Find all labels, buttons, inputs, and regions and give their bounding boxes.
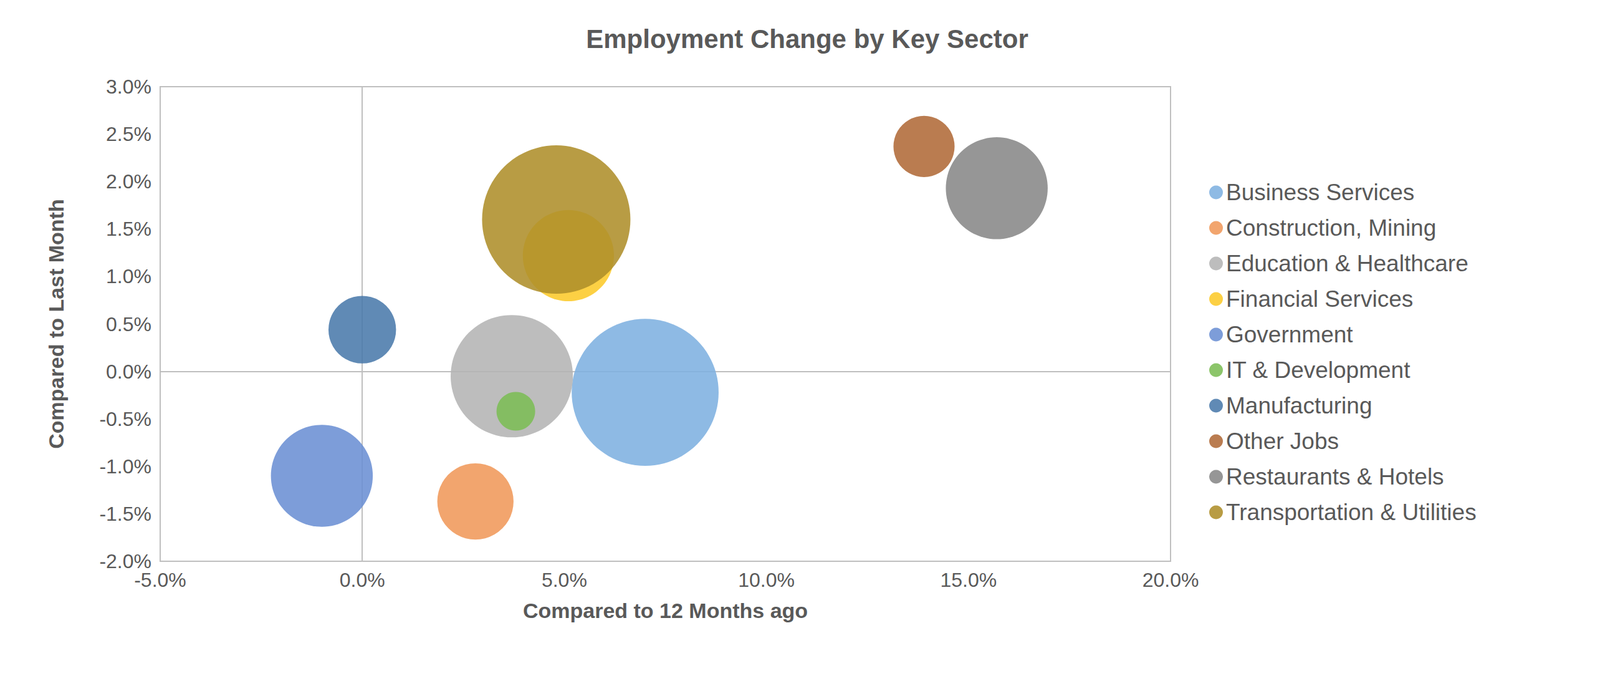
svg-text:2.5%: 2.5% xyxy=(105,122,152,146)
svg-text:5.0%: 5.0% xyxy=(541,568,588,591)
svg-text:3.0%: 3.0% xyxy=(105,75,152,98)
svg-text:Restaurants & Hotels: Restaurants & Hotels xyxy=(1226,463,1445,490)
svg-text:Construction, Mining: Construction, Mining xyxy=(1226,215,1437,241)
svg-text:15.0%: 15.0% xyxy=(939,568,997,591)
svg-text:0.5%: 0.5% xyxy=(105,312,152,336)
svg-text:-2.0%: -2.0% xyxy=(99,549,152,573)
svg-text:-0.5%: -0.5% xyxy=(99,407,152,431)
svg-text:Other Jobs: Other Jobs xyxy=(1226,428,1339,454)
svg-text:Financial Services: Financial Services xyxy=(1226,286,1414,312)
svg-text:Compared to 12 Months ago: Compared to 12 Months ago xyxy=(522,598,808,623)
svg-text:20.0%: 20.0% xyxy=(1142,568,1200,591)
svg-text:Employment Change by Key Secto: Employment Change by Key Sector xyxy=(585,24,1029,54)
svg-text:Transportation & Utilities: Transportation & Utilities xyxy=(1226,499,1477,525)
svg-text:Business Services: Business Services xyxy=(1226,179,1415,206)
svg-text:0.0%: 0.0% xyxy=(105,360,152,383)
svg-text:1.0%: 1.0% xyxy=(105,264,152,288)
svg-text:2.0%: 2.0% xyxy=(105,170,152,193)
svg-text:IT & Development: IT & Development xyxy=(1226,357,1411,383)
svg-text:Manufacturing: Manufacturing xyxy=(1226,392,1372,419)
svg-text:-1.5%: -1.5% xyxy=(99,502,152,525)
svg-text:Compared to Last Month: Compared to Last Month xyxy=(44,198,68,449)
svg-text:-5.0%: -5.0% xyxy=(134,568,187,591)
svg-text:10.0%: 10.0% xyxy=(737,568,795,591)
svg-text:0.0%: 0.0% xyxy=(339,568,386,591)
svg-text:Government: Government xyxy=(1226,321,1354,348)
svg-text:Education & Healthcare: Education & Healthcare xyxy=(1226,250,1469,277)
svg-text:1.5%: 1.5% xyxy=(105,217,152,240)
svg-text:-1.0%: -1.0% xyxy=(99,455,152,478)
